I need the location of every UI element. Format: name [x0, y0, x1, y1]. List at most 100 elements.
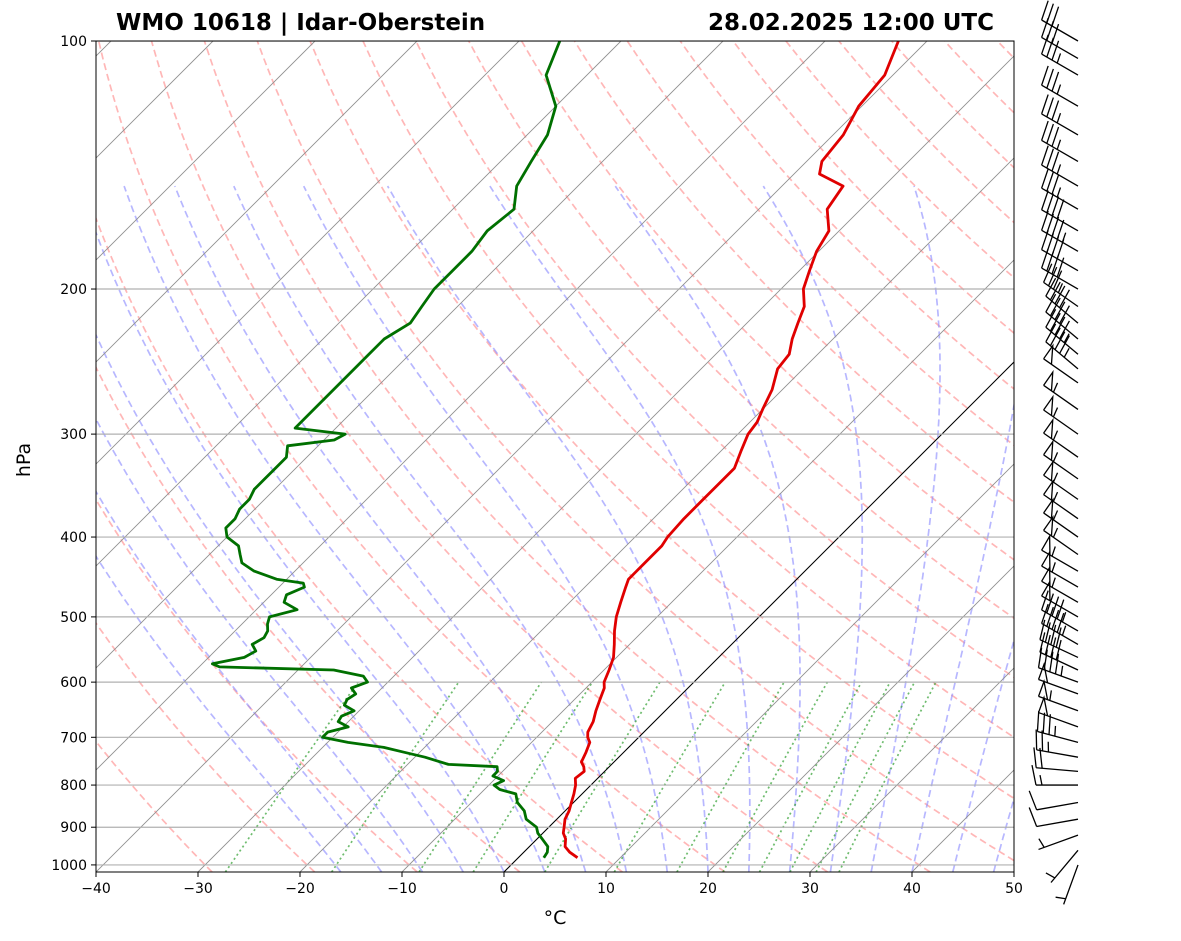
wind-barb-flag [1037, 695, 1049, 716]
wind-barb-feather [1046, 148, 1054, 169]
wind-barb-feather [1046, 593, 1054, 614]
wind-barb-feather [1041, 120, 1049, 141]
wind-barb-flag [1043, 439, 1054, 461]
dry-adiabat [943, 41, 1014, 114]
moist-adiabat [96, 554, 342, 872]
wind-barb-feather [1046, 97, 1054, 118]
wind-barb-feather [1044, 634, 1051, 655]
wind-barb-feather [1051, 609, 1060, 630]
dry-adiabat [1156, 41, 1181, 872]
wind-barb-feather [1049, 312, 1061, 332]
wind-barb-feather [1054, 301, 1066, 321]
wind-barb-half-feather [1051, 546, 1056, 557]
wind-barb-feather [1028, 790, 1038, 811]
wind-barb-half-feather [1051, 577, 1056, 588]
wind-barb-feather [1046, 68, 1054, 89]
wind-barb-feather [1046, 3, 1054, 24]
x-axis-label: °C [544, 907, 567, 929]
wind-barb-feather [1051, 174, 1060, 195]
wind-barb [1041, 230, 1079, 272]
wind-barb [1043, 439, 1079, 480]
wind-barb [1041, 120, 1079, 162]
wind-barb [1045, 309, 1079, 355]
wind-barb-shaft [1038, 834, 1079, 851]
wind-barb-half-feather [1051, 562, 1056, 573]
wind-barb-shaft [1043, 454, 1079, 480]
wind-barb-feather [1039, 632, 1046, 653]
wind-barb-shaft [1039, 639, 1079, 659]
wind-barb [1041, 590, 1079, 632]
wind-barb-flag [1043, 497, 1054, 519]
wind-barb-shaft [1045, 341, 1079, 370]
wind-barb [1028, 807, 1079, 828]
wind-barb-feather [1054, 285, 1066, 305]
wind-barb-half-feather [1061, 625, 1067, 636]
wind-barb [1041, 533, 1079, 572]
wind-barb-feather [1028, 807, 1038, 827]
wind-barb [1036, 711, 1079, 743]
mixing-ratio-line [838, 681, 937, 872]
wind-barb-shaft [1036, 749, 1079, 758]
moist-adiabat [386, 185, 709, 872]
mixing-ratio-line [789, 681, 891, 872]
wind-barb-feather [1047, 266, 1058, 287]
wind-barb-shaft [1045, 295, 1079, 324]
zero-isotherm [503, 361, 1014, 872]
wind-barb-shaft [1036, 767, 1079, 773]
dry-adiabat [1050, 41, 1181, 872]
wind-barb-feather [1051, 71, 1060, 92]
wind-barb-shaft [1041, 565, 1079, 588]
x-tick-label: 30 [801, 881, 819, 897]
wind-barb-shaft [1041, 622, 1079, 645]
wind-barb-feather [1039, 747, 1043, 769]
wind-barb [1041, 0, 1079, 42]
moist-adiabat [992, 795, 1014, 872]
wind-barb-flag [1043, 343, 1054, 365]
wind-barb-feather [1042, 712, 1046, 734]
wind-barb-half-feather [1052, 452, 1059, 462]
wind-barb-shaft [1041, 113, 1079, 136]
wind-barb-shaft [1041, 84, 1079, 107]
dry-adiabat [362, 41, 1014, 739]
wind-barb-shaft [1043, 281, 1079, 308]
wind-barb [1045, 849, 1079, 883]
wind-barb-feather [1049, 297, 1061, 317]
moist-adiabat [614, 185, 801, 872]
wind-barb-shaft [1043, 512, 1079, 538]
wind-barb-shaft [1041, 580, 1079, 603]
wind-barb-half-feather [1052, 382, 1059, 393]
moist-adiabat [96, 489, 383, 872]
isotherm [96, 41, 316, 261]
wind-barb [1037, 695, 1079, 728]
x-tick-label: 20 [699, 881, 717, 897]
wind-barb-feather [1046, 193, 1054, 214]
wind-barb-feather [1041, 65, 1049, 86]
wind-barb-flag [1043, 369, 1054, 391]
moist-adiabat [96, 417, 424, 872]
x-axis: −40 −30 −20 −10 0 10 20 30 40 50 [81, 872, 1023, 897]
y-tick-label: 400 [60, 530, 87, 546]
wind-barb-feather [1055, 627, 1062, 648]
wind-barb-feather [1059, 289, 1070, 309]
wind-barb-shaft [1045, 326, 1079, 355]
dry-adiabat [96, 497, 418, 872]
wind-barb-shaft [1041, 36, 1079, 60]
wind-barb-shaft [1043, 529, 1079, 556]
x-tick-label: −10 [387, 881, 417, 897]
isotherm [503, 361, 1014, 872]
wind-barb-feather [1045, 309, 1057, 328]
dry-adiabat [467, 41, 1014, 620]
wind-barb-feather [1051, 126, 1060, 147]
wind-barb [1045, 293, 1079, 340]
isotherm [401, 259, 1014, 872]
wind-barb-shaft [1045, 311, 1079, 340]
wind-barb-feather [1041, 168, 1049, 189]
wind-barb-feather [1041, 210, 1049, 231]
x-tick-label: −30 [183, 881, 213, 897]
wind-barb-feather [1056, 219, 1065, 240]
wind-barb-feather [1043, 263, 1053, 283]
wind-barb-feather [1056, 199, 1065, 220]
isotherm [96, 41, 520, 465]
wind-barb-half-feather [1052, 407, 1059, 418]
